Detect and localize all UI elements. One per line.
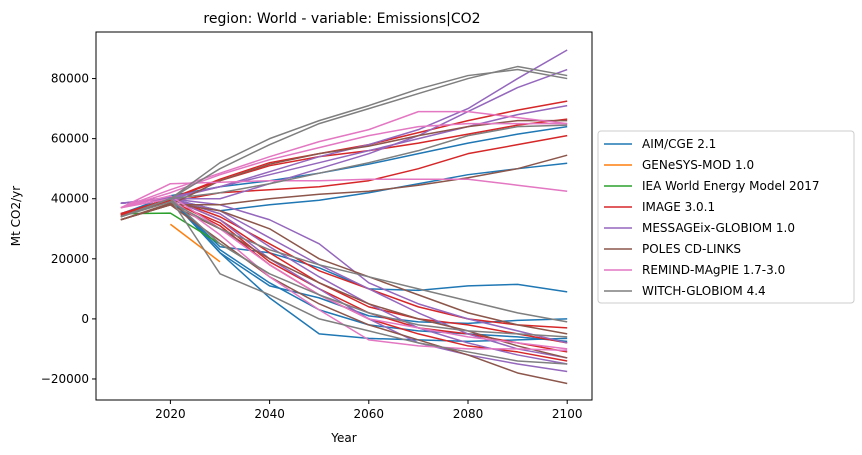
series-line-5-run-0 [120,154,568,221]
series-line-6-run-4 [120,197,568,352]
series-line-7-run-1 [120,65,568,218]
series-line-5-run-4 [120,203,568,385]
series-line-7-run-2 [120,124,568,218]
x-tick-label-3: 2080 [453,407,484,421]
x-tick-label-2: 2060 [354,407,385,421]
plot-lines [120,49,568,385]
x-tick-label-4: 2100 [552,407,583,421]
y-tick-label-5: 80000 [51,72,89,86]
x-tick-label-0: 2020 [155,407,186,421]
legend-label-5: POLES CD-LINKS [642,242,741,256]
series-line-7-run-3 [120,200,568,323]
legend-label-0: AIM/CGE 2.1 [642,137,716,151]
legend-label-1: GENeSYS-MOD 1.0 [642,158,754,172]
legend-frame [597,130,855,304]
series-line-4-run-3 [120,197,568,344]
series-line-3-run-0 [120,134,568,216]
legend-label-7: WITCH-GLOBIOM 4.4 [642,284,766,298]
x-axis-label: Year [330,431,356,445]
y-tick-label-4: 60000 [51,132,89,146]
y-axis: −20000 0 20000 40000 60000 80000 [41,72,96,386]
series-line-7-run-5 [120,197,568,338]
x-tick-label-1: 2040 [254,407,285,421]
legend: AIM/CGE 2.1 GENeSYS-MOD 1.0 IEA World Ener… [597,130,855,304]
legend-label-6: REMIND-MAgPIE 1.7-3.0 [642,263,785,277]
series-line-6-run-3 [120,194,568,350]
y-tick-label-0: −20000 [41,372,89,386]
x-axis: 2020 2040 2060 2080 2100 [155,400,582,421]
y-tick-label-1: 0 [81,312,89,326]
series-line-1-run-0 [169,223,221,263]
legend-label-4: MESSAGEix-GLOBIOM 1.0 [642,221,795,235]
series-line-5-run-2 [120,202,568,335]
y-tick-label-3: 40000 [51,192,89,206]
series-line-0-run-5 [120,197,568,343]
legend-entries: AIM/CGE 2.1 GENeSYS-MOD 1.0 IEA World Ener… [604,137,820,298]
plot-frame [95,31,593,401]
series-line-7-run-4 [120,197,568,365]
series-line-4-run-2 [120,68,568,204]
legend-label-2: IEA World Energy Model 2017 [642,179,820,193]
y-tick-label-2: 20000 [51,252,89,266]
chart-title: region: World - variable: Emissions|CO2 [203,11,480,27]
legend-label-3: IMAGE 3.0.1 [642,200,715,214]
y-axis-label: Mt CO2/yr [9,186,23,246]
series-line-5-run-3 [120,203,568,359]
